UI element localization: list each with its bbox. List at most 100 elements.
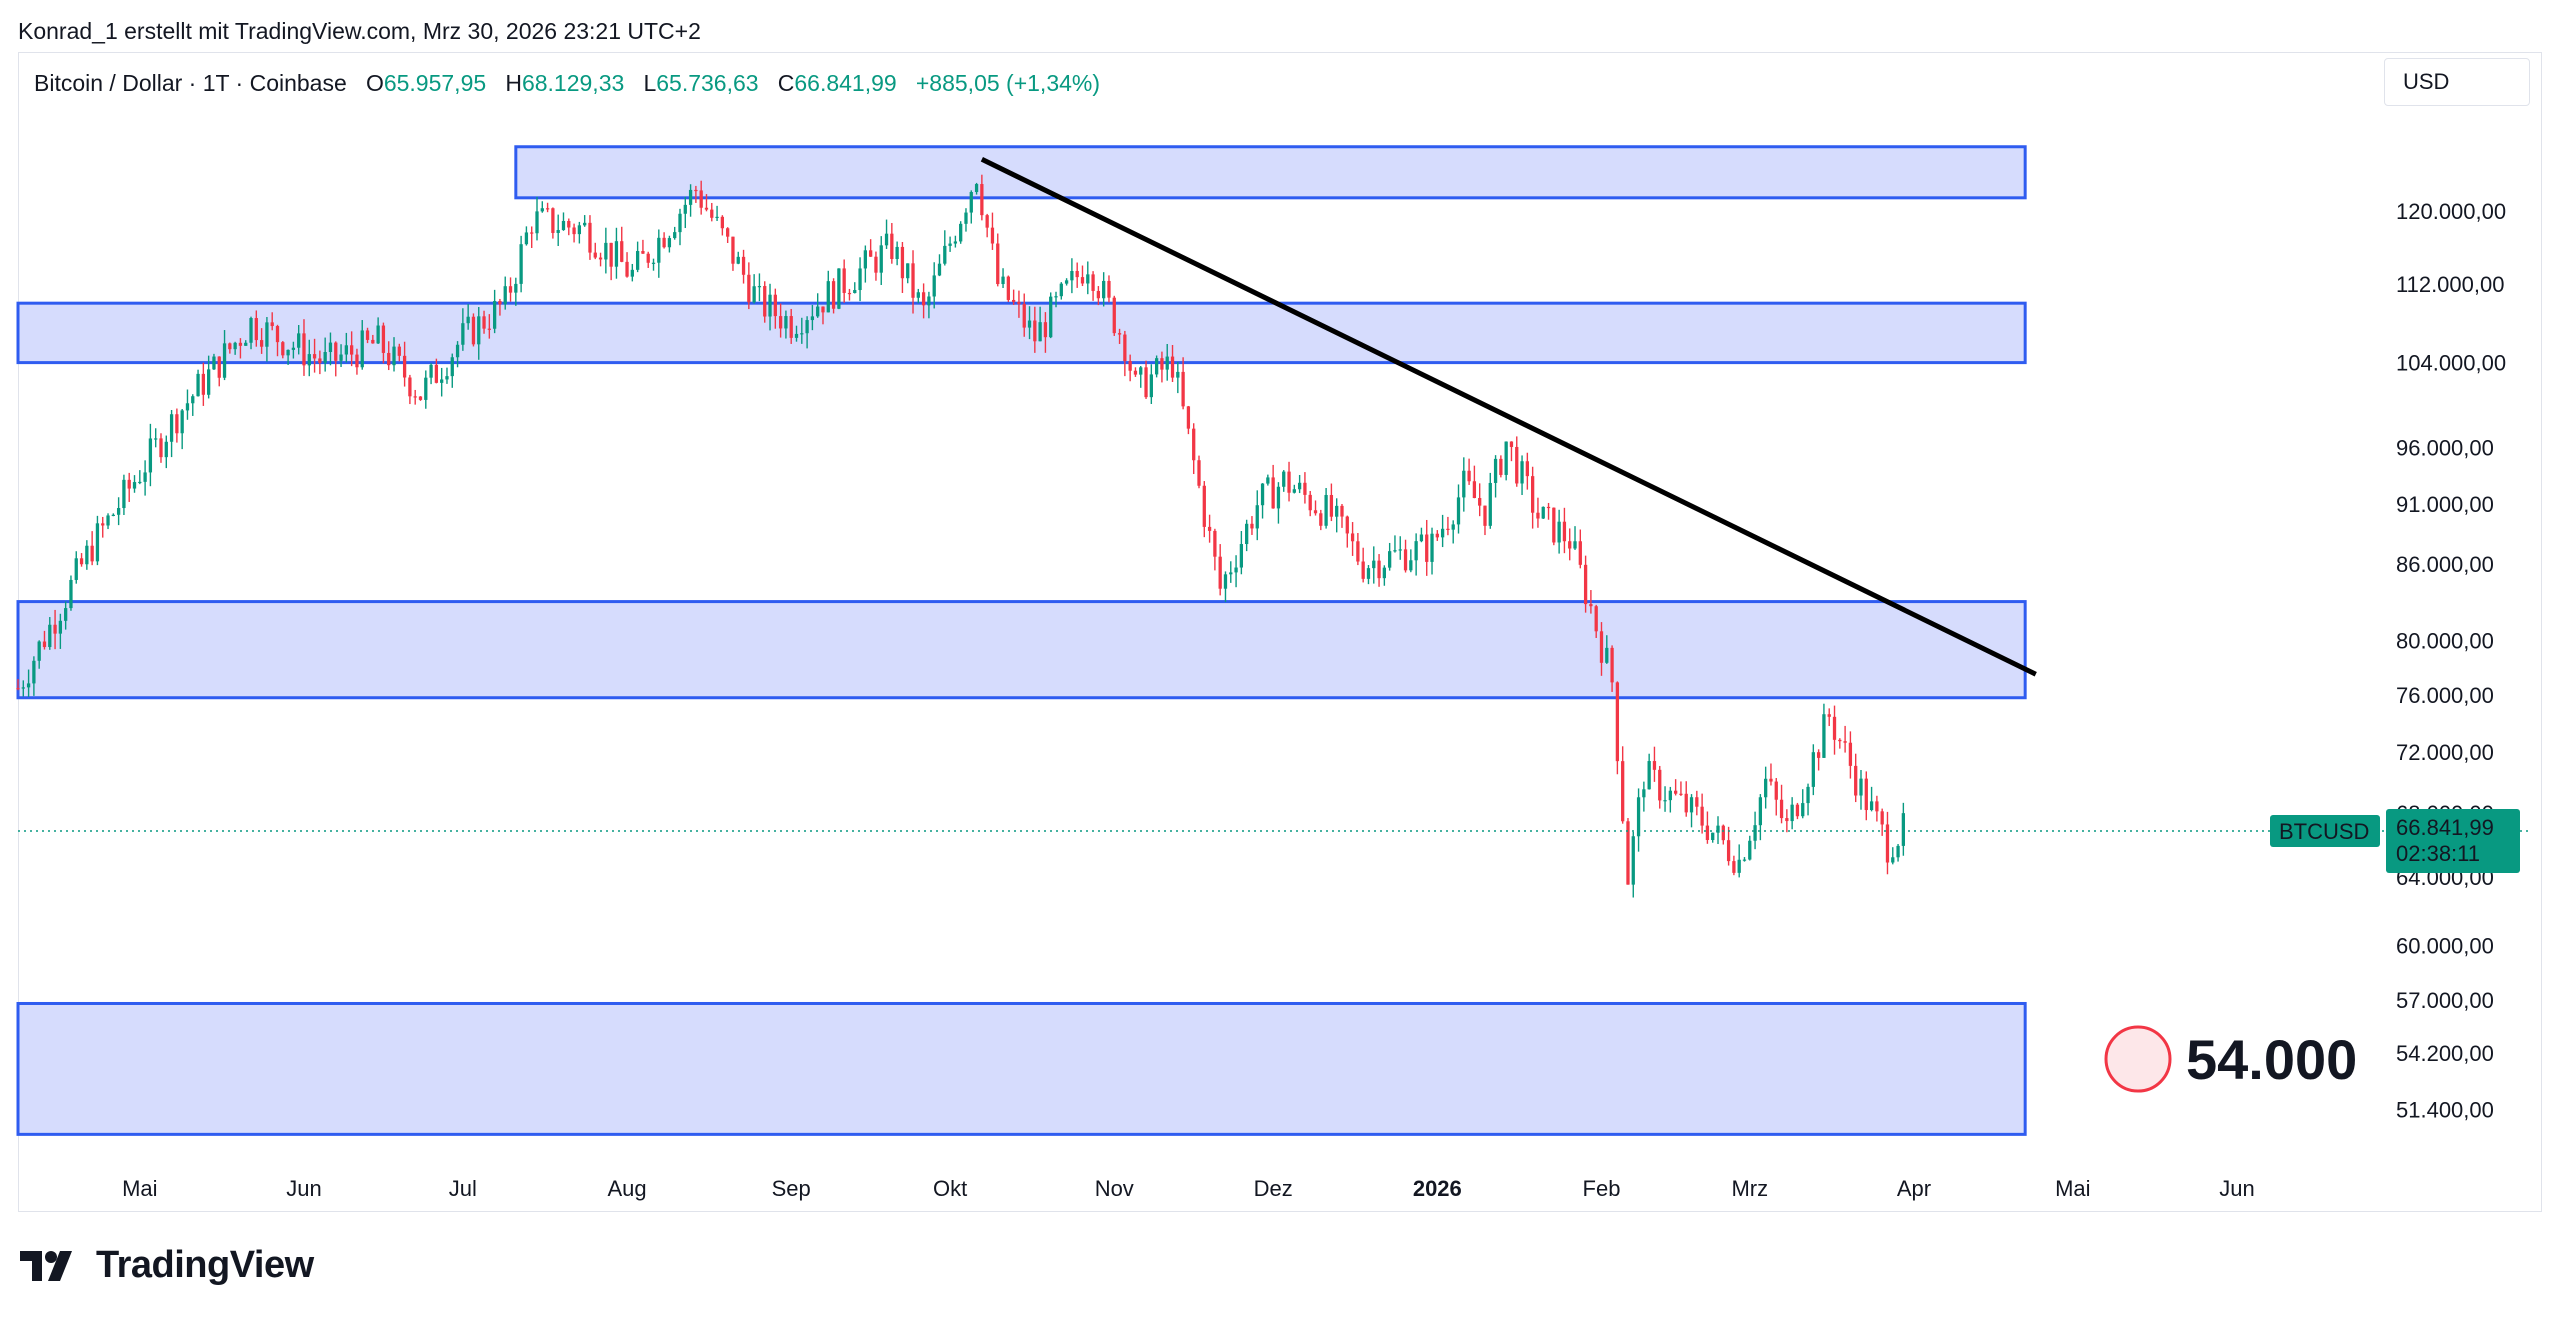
- x-tick-label: Mai: [2055, 1176, 2090, 1201]
- trendline[interactable]: [980, 157, 2037, 677]
- candle: [588, 215, 592, 260]
- candle: [477, 307, 481, 360]
- candle-body: [943, 245, 947, 264]
- candle-body: [937, 263, 942, 276]
- zone-1[interactable]: [514, 145, 2027, 200]
- low-value: 65.736,63: [656, 70, 759, 96]
- candle: [641, 239, 645, 254]
- candle-body: [1255, 505, 1259, 529]
- candle: [355, 348, 359, 375]
- candle: [1112, 295, 1116, 336]
- y-tick-label: 96.000,00: [2396, 435, 2494, 460]
- candle: [810, 304, 815, 331]
- candle-body: [1795, 804, 1800, 817]
- candle: [1515, 436, 1519, 487]
- candle: [1192, 423, 1196, 475]
- candle-body: [1446, 528, 1450, 530]
- candle-body: [1721, 825, 1725, 841]
- zone-2[interactable]: [16, 301, 2027, 365]
- candle-body: [1245, 523, 1249, 545]
- y-axis[interactable]: 120.000,00 112.000,00 104.000,00 96.000,00 9…: [2396, 199, 2506, 1122]
- candle: [816, 293, 820, 318]
- candle-body: [387, 352, 391, 366]
- candle-body: [1822, 714, 1826, 758]
- candle-body: [1504, 441, 1508, 475]
- candle: [1096, 286, 1101, 306]
- candle-body: [1186, 406, 1191, 429]
- candle: [1091, 271, 1095, 301]
- candle: [106, 513, 110, 530]
- candle-body: [588, 222, 592, 253]
- candle: [74, 551, 78, 584]
- candle-body: [710, 209, 714, 218]
- candle: [710, 202, 714, 222]
- currency-selector[interactable]: USD: [2384, 58, 2530, 106]
- candle-body: [424, 377, 428, 400]
- candle-body: [466, 316, 470, 324]
- candle-body: [1271, 477, 1275, 509]
- candle-body: [1838, 739, 1842, 742]
- symbol-name[interactable]: Bitcoin / Dollar · 1T · Coinbase: [34, 70, 347, 96]
- candle: [1213, 528, 1217, 571]
- candle-body: [1165, 356, 1169, 370]
- candle: [1165, 343, 1169, 381]
- candle: [1181, 357, 1185, 410]
- candle-body: [1181, 371, 1185, 407]
- footer-logo[interactable]: TradingView: [20, 1244, 314, 1287]
- candle-body: [598, 257, 603, 260]
- candle-body: [148, 438, 153, 473]
- target-circle-icon: [2104, 1025, 2172, 1093]
- y-tick-label: 86.000,00: [2396, 552, 2494, 577]
- candle-body: [1615, 682, 1620, 762]
- candle-body: [831, 281, 836, 309]
- candle: [1499, 455, 1503, 478]
- candle: [228, 342, 232, 354]
- candle-body: [1536, 512, 1540, 519]
- candle: [736, 251, 740, 265]
- candle: [254, 310, 258, 347]
- candle: [1536, 497, 1540, 528]
- candle-body: [238, 342, 243, 346]
- candle-body: [884, 233, 889, 246]
- candle-body: [1102, 280, 1106, 299]
- candle: [826, 270, 830, 313]
- candle: [1186, 405, 1191, 435]
- candle-body: [1896, 845, 1900, 858]
- candle-body: [101, 523, 105, 526]
- candle-body: [540, 208, 544, 212]
- candle: [1737, 844, 1741, 878]
- x-axis[interactable]: Mai Jun Jul Aug Sep Okt Nov Dez 2026 Feb Mrz Apr Mai…: [122, 1176, 2255, 1201]
- candle-body: [1001, 276, 1005, 285]
- candle: [1875, 795, 1879, 822]
- candle-body: [249, 318, 253, 343]
- candle-body: [381, 325, 386, 353]
- candle: [1139, 366, 1143, 388]
- candle-body: [503, 286, 507, 305]
- candle: [598, 252, 603, 267]
- candle-body: [1207, 526, 1212, 531]
- candle-body: [1758, 797, 1763, 826]
- zone-3[interactable]: [16, 600, 2027, 700]
- candle-body: [1112, 297, 1116, 334]
- zone-4[interactable]: [16, 1001, 2027, 1136]
- candle: [37, 640, 41, 669]
- candle: [842, 259, 846, 303]
- candle-body: [1456, 497, 1461, 525]
- candle: [662, 232, 666, 249]
- candle: [1207, 514, 1212, 543]
- candle-body: [222, 343, 227, 378]
- candle-body: [1170, 356, 1175, 378]
- candle-body: [16, 687, 20, 690]
- candle-body: [1335, 505, 1339, 517]
- candle-body: [1033, 320, 1037, 342]
- candle: [1245, 519, 1249, 552]
- x-tick-label: Nov: [1095, 1176, 1134, 1201]
- candle-body: [371, 339, 375, 344]
- candle: [1144, 360, 1148, 399]
- candle: [402, 341, 407, 387]
- candle: [1393, 535, 1397, 553]
- candle: [434, 358, 439, 384]
- candle: [1684, 781, 1688, 817]
- candle: [1705, 811, 1710, 844]
